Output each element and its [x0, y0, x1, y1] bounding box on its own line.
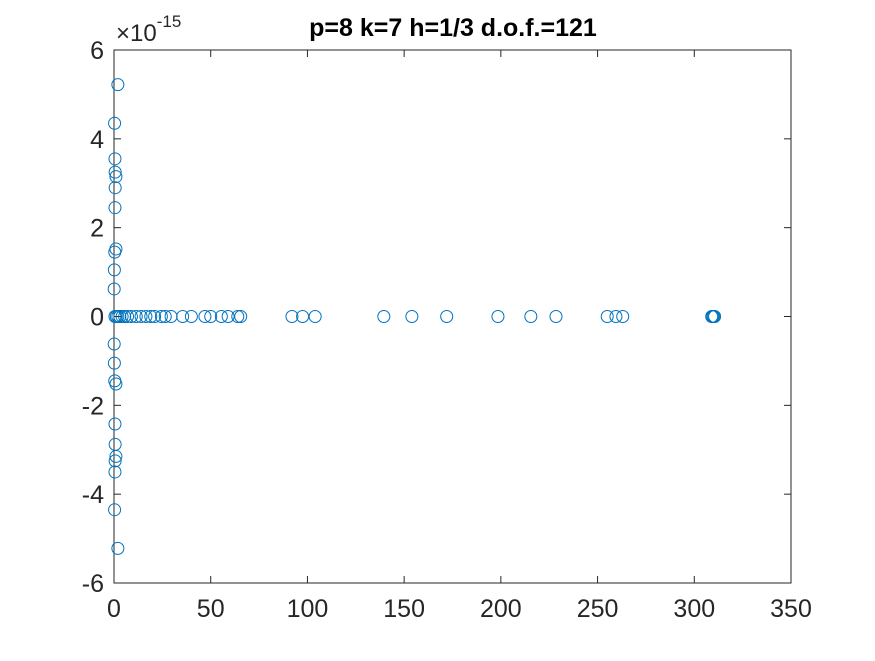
x-tick-label: 0 [107, 595, 121, 623]
data-point [405, 310, 419, 323]
data-point [108, 152, 122, 166]
data-point [234, 310, 248, 323]
y-exponent-base: ×10 [116, 20, 157, 47]
data-point [144, 310, 158, 323]
data-point [440, 310, 454, 323]
data-point [549, 310, 563, 323]
data-point [108, 245, 122, 259]
y-tick-label: 0 [90, 304, 104, 332]
x-tick-label: 50 [197, 595, 225, 623]
y-tick-label: -6 [82, 570, 104, 598]
data-point [148, 310, 162, 323]
data-point [221, 310, 235, 323]
data-point [107, 263, 121, 277]
data-point [108, 201, 122, 215]
x-tick-label: 200 [480, 595, 522, 623]
y-tick-label: -4 [82, 481, 104, 509]
data-point [214, 310, 228, 323]
data-point [204, 310, 218, 323]
y-exponent-label: ×10-15 [116, 12, 181, 47]
data-point [154, 310, 168, 323]
data-point [107, 337, 121, 351]
y-tick-label: 6 [90, 37, 104, 65]
data-point [491, 310, 505, 323]
data-point [124, 310, 138, 323]
data-point [107, 356, 121, 370]
y-tick-label: 4 [90, 126, 104, 154]
x-tick-label: 250 [577, 595, 619, 623]
data-point [377, 310, 391, 323]
data-point [108, 465, 122, 479]
data-point [134, 310, 148, 323]
x-tick-label: 300 [673, 595, 715, 623]
data-point [308, 310, 322, 323]
data-point [107, 282, 121, 296]
data-point [121, 310, 135, 323]
x-tick-label: 150 [383, 595, 425, 623]
data-point [115, 310, 129, 323]
y-tick-label: -2 [82, 392, 104, 420]
data-point [198, 310, 212, 323]
data-point [108, 437, 122, 451]
data-point [108, 374, 122, 388]
data-point [708, 310, 722, 323]
data-point [139, 310, 153, 323]
axes: 0 50 100 150 200 250 300 350 -6 -4 -2 0 2 4 6 [82, 37, 812, 623]
data-points [107, 78, 722, 555]
data-point [111, 78, 125, 92]
data-point [108, 417, 122, 431]
data-point [108, 165, 122, 179]
y-tick-label: 2 [90, 215, 104, 243]
y-exponent-power: -15 [157, 12, 182, 31]
data-point [129, 310, 143, 323]
data-point [158, 310, 172, 323]
data-point [231, 310, 245, 323]
data-point [108, 116, 122, 130]
x-tick-label: 100 [287, 595, 329, 623]
data-point [600, 310, 614, 323]
chart-title: p=8 k=7 h=1/3 d.o.f.=121 [309, 14, 597, 42]
x-tick-label: 350 [770, 595, 812, 623]
data-point [108, 181, 122, 195]
data-point [616, 310, 630, 323]
data-point [296, 310, 310, 323]
data-point [524, 310, 538, 323]
data-point [108, 503, 122, 517]
data-point [184, 310, 198, 323]
data-point [111, 541, 125, 555]
data-point [285, 310, 299, 323]
data-point [176, 310, 190, 323]
data-point [609, 310, 623, 323]
data-point [109, 170, 123, 184]
data-point [108, 454, 122, 468]
